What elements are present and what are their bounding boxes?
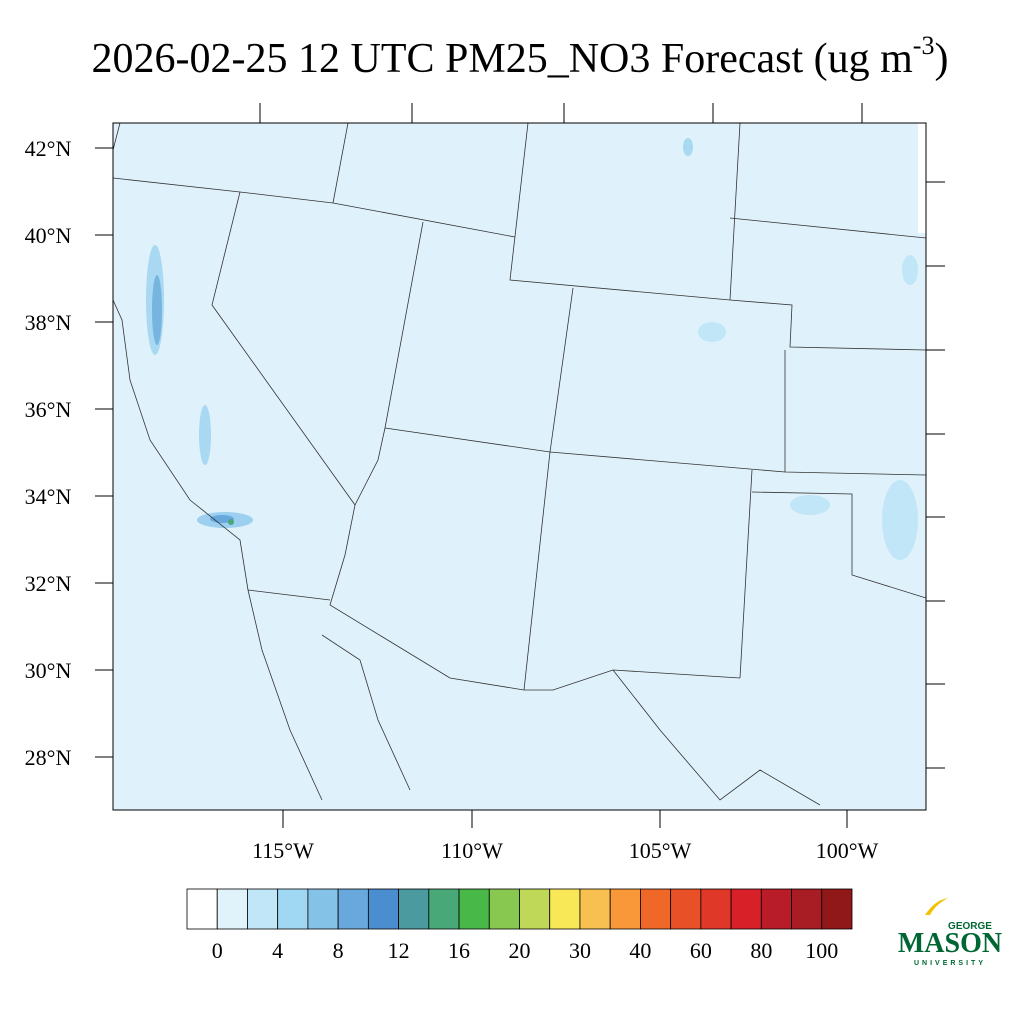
colorbar-label: 8: [333, 938, 344, 963]
lon-label: 110°W: [441, 838, 503, 863]
lat-label: 30°N: [25, 658, 72, 683]
colorbar-box: [367, 888, 399, 930]
colorbar-box: [488, 888, 520, 930]
title-superscript: -3: [913, 31, 935, 60]
colorbar-box: [428, 888, 460, 930]
colorbar-label: 80: [750, 938, 772, 963]
colorbar-label: 100: [805, 938, 838, 963]
colorbar-box: [640, 888, 672, 930]
lat-label: 42°N: [25, 136, 72, 161]
colorbar-box: [700, 888, 732, 930]
colorbar-label: 12: [388, 938, 410, 963]
colorbar-box: [730, 888, 762, 930]
lat-label: 28°N: [25, 745, 72, 770]
colorbar-box: [277, 888, 309, 930]
colorbar-label: 40: [629, 938, 651, 963]
colorbar-label: 60: [690, 938, 712, 963]
logo-bottom: UNIVERSITY: [914, 960, 986, 967]
lat-label: 40°N: [25, 223, 72, 248]
logo-main: MASON: [898, 928, 1002, 959]
logo: GEORGE MASON UNIVERSITY: [898, 898, 1002, 967]
map: [112, 122, 927, 811]
boundaries: [112, 122, 927, 806]
colorbar-box: [519, 888, 551, 930]
colorbar-box: [247, 888, 279, 930]
lat-label: 32°N: [25, 571, 72, 596]
colorbar-label: 4: [272, 938, 283, 963]
colorbar-box: [609, 888, 641, 930]
colorbar-box: [216, 888, 248, 930]
colorbar-box: [307, 888, 339, 930]
colorbar-box: [821, 888, 853, 930]
colorbar-label: 0: [212, 938, 223, 963]
colorbar-label: 20: [509, 938, 531, 963]
colorbar-box: [186, 888, 218, 930]
title: 2026-02-25 12 UTC PM25_NO3 Forecast (ug …: [92, 31, 949, 82]
colorbar-box: [760, 888, 792, 930]
lat-label: 36°N: [25, 397, 72, 422]
lon-label: 100°W: [816, 838, 879, 863]
lon-label: 115°W: [252, 838, 314, 863]
map-background: [113, 123, 926, 810]
colorbar-box: [337, 888, 369, 930]
colorbar-box: [670, 888, 702, 930]
colorbar-label: 16: [448, 938, 470, 963]
title-end: ): [934, 36, 948, 82]
lat-label: 38°N: [25, 310, 72, 335]
colorbar-box: [579, 888, 611, 930]
colorbar-label: 30: [569, 938, 591, 963]
colorbar-box: [398, 888, 430, 930]
lat-label: 34°N: [25, 484, 72, 509]
colorbar-box: [458, 888, 490, 930]
map-frame: [112, 122, 927, 811]
lon-label: 105°W: [629, 838, 692, 863]
title-text: 2026-02-25 12 UTC PM25_NO3 Forecast (ug …: [92, 36, 914, 82]
logo-top: GEORGE: [948, 921, 992, 932]
colorbar-box: [791, 888, 823, 930]
colorbar-box: [549, 888, 581, 930]
